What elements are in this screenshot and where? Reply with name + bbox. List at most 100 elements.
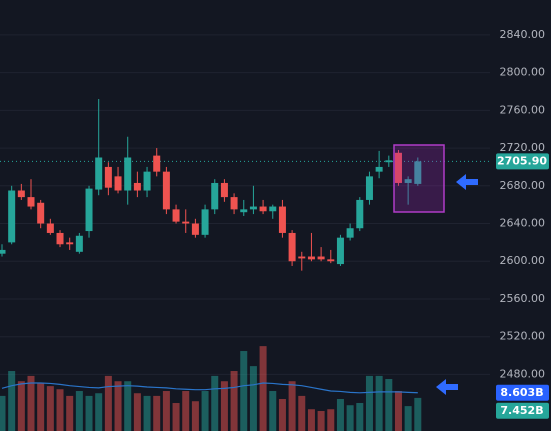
grid [0,34,490,375]
volume-bar [259,346,267,431]
candle-body [172,209,180,222]
y-tick-label: 2760.00 [500,103,546,116]
volume-bar [414,397,422,431]
candle-body [356,199,364,229]
y-tick-label: 2480.00 [500,367,546,380]
candle-body [317,256,325,260]
volume-bar [346,405,354,431]
volume-bar [375,375,383,431]
candle-body [114,176,122,191]
volume-bar [336,399,344,431]
candle-body [17,190,25,198]
candle-body [269,206,277,212]
candle-body [124,157,132,191]
volume-bar [114,381,122,431]
volume-ma-label: 8.603B [500,386,543,399]
y-tick-label: 2640.00 [500,217,546,230]
volume-bar [182,391,190,431]
candle-body [75,235,83,252]
candle-body [404,179,412,183]
volume-bar [104,375,112,431]
candle-body [307,256,315,260]
arrow [436,379,458,395]
candle-body [278,206,286,233]
candle-body [85,188,93,232]
candle-body [298,256,306,259]
candle-body [346,228,354,238]
volume-bar [191,401,199,431]
candle-body [220,182,228,198]
price-axis: 2480.00 2520.00 2560.00 2600.00 2640.00 2680.… [496,28,549,419]
candle-body [37,202,45,224]
candle-body [375,166,383,172]
y-tick-label: 2720.00 [500,141,546,154]
volume-bar [17,381,25,431]
volume-bar [404,406,412,431]
candle-body [133,182,141,191]
volume-bar [385,379,393,431]
y-tick-label: 2840.00 [500,28,546,41]
candle-body [104,166,112,188]
volume-last-tag [496,402,549,419]
volume-bar [153,395,161,431]
volume-bar [220,381,228,431]
candle-body [8,190,16,243]
volume-bar [278,399,286,431]
volume-bar [394,391,402,431]
candle-body [143,171,151,191]
candle-body [191,223,199,235]
candle-body [385,160,393,163]
volume-bar [37,383,45,431]
volume-bar [0,395,6,431]
volume-bar [317,411,325,431]
volume-bar [240,351,248,431]
volume-bar [8,371,16,431]
candle-body [336,237,344,265]
volume-bar [269,391,277,431]
volume-bar [249,366,257,431]
y-tick-label: 2520.00 [500,330,546,343]
candle-body [95,157,103,190]
candle-body [201,209,209,235]
candle-body [259,206,267,212]
candle-body [327,259,335,262]
candle-body [249,206,257,210]
candle-body [365,176,373,200]
highlight-box [393,144,445,213]
candle-body [153,155,161,172]
candle-body [66,242,74,245]
candle-body [46,223,54,233]
volume-bar [124,381,132,431]
candle-body [56,232,64,245]
candle-body [182,221,190,224]
volume-bar [201,391,209,431]
volume-pane [0,346,422,431]
candle-body [414,161,422,184]
volume-bar [75,391,83,431]
volume-ma-tag [496,384,549,401]
last-price-label: 2705.90 [497,154,547,167]
volume-bar [298,395,306,431]
y-tick-label: 2560.00 [500,292,546,305]
volume-bar [85,395,93,431]
candles [0,99,422,271]
volume-bar [162,391,170,431]
volume-bar [230,371,238,431]
volume-bar [288,381,296,431]
candle-body [211,182,219,210]
candle-body [162,171,170,210]
volume-bar [56,389,64,431]
candle-body [27,197,35,207]
volume-bar [66,395,74,431]
candle-body [394,152,402,183]
volume-last-label: 7.452B [500,404,543,417]
volume-bar [327,409,335,431]
volume-bar [46,386,54,431]
y-tick-label: 2600.00 [500,254,546,267]
volume-bar [95,393,103,431]
volume-bar [133,393,141,431]
volume-bar [172,403,180,431]
